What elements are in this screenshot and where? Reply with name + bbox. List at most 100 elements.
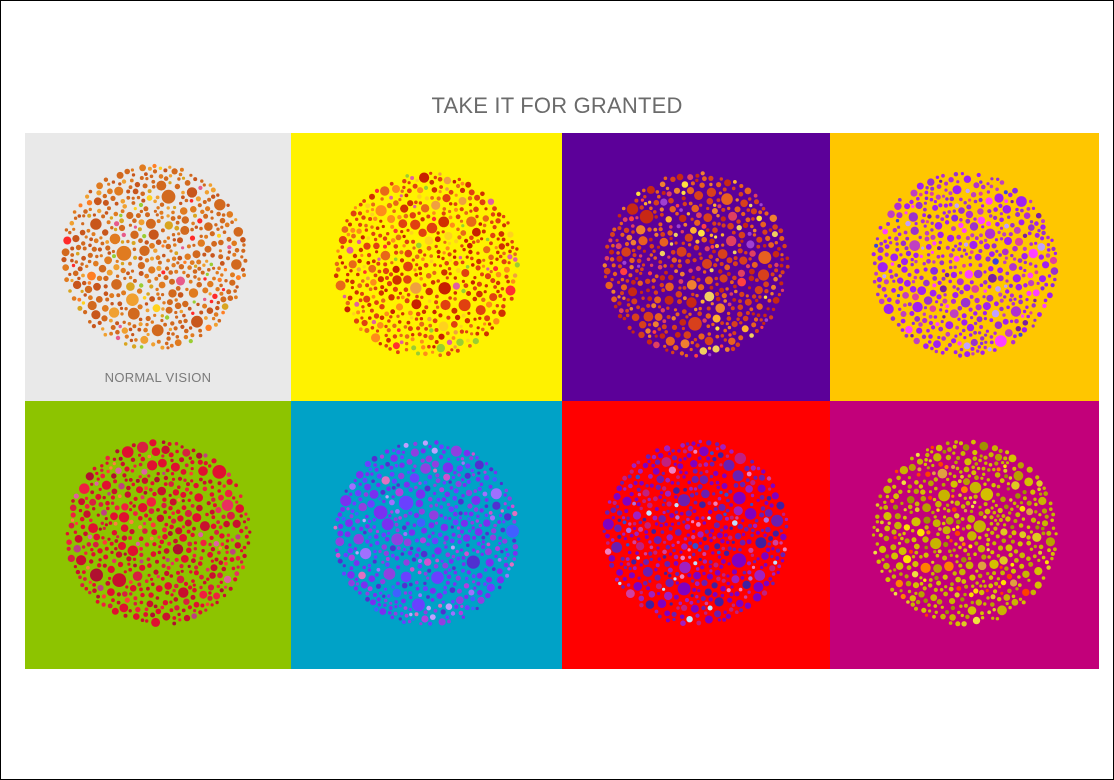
plate-dot [900, 311, 907, 317]
plate-dot [352, 312, 356, 316]
plate-dot [340, 495, 352, 507]
plate-dot [484, 315, 491, 322]
plate-dot [498, 293, 503, 298]
plate-dot [923, 201, 927, 205]
plate-dot [719, 463, 723, 467]
plate-dot [891, 529, 897, 535]
plate-dot [186, 244, 191, 249]
plate-dot [1022, 246, 1027, 251]
plate-dot [358, 202, 363, 207]
plate-dot [172, 238, 176, 242]
plate-dot [188, 339, 193, 344]
plate-dot [416, 547, 421, 552]
plate-dot [481, 544, 486, 550]
plate-dot [1041, 230, 1046, 236]
plate-dot [70, 518, 75, 522]
plate-dot [998, 292, 1003, 297]
plate-dot [924, 236, 930, 242]
plate-dot [367, 568, 372, 572]
plate-dot [456, 457, 460, 461]
plate-dot [188, 279, 193, 284]
plate-dot [403, 261, 413, 272]
plate-dot [501, 304, 506, 309]
plate-dot [396, 314, 400, 318]
plate-dot [370, 472, 374, 476]
plate-dot [717, 550, 721, 555]
plate-dot [1028, 248, 1038, 259]
plate-dot [686, 297, 697, 308]
plate-dot [167, 442, 172, 446]
plate-dot [874, 243, 879, 248]
plate-dot [677, 299, 682, 305]
plate-dot [413, 441, 418, 446]
plate-dot [972, 449, 978, 456]
plate-dot [163, 239, 167, 244]
plate-dot [992, 608, 996, 612]
plate-dot [417, 332, 422, 337]
plate-dot [229, 279, 236, 286]
plate-dot [165, 590, 170, 595]
plate-dot [335, 267, 341, 272]
plate-dot [940, 217, 945, 221]
plate-dot [364, 483, 371, 491]
plate-dot [115, 321, 120, 326]
plate-dot [991, 616, 995, 620]
plate-dot [930, 445, 934, 450]
plate-dot [726, 581, 730, 586]
plate-dot [434, 340, 439, 344]
plate-dot [239, 514, 243, 518]
plate-dot [234, 248, 240, 253]
plate-dot [494, 554, 498, 558]
plate-dot [743, 595, 748, 599]
plate-dot [878, 225, 883, 230]
plate-dot [423, 262, 429, 268]
plate-dot [160, 605, 165, 610]
plate-dot [674, 241, 678, 245]
plate-dot [663, 540, 667, 544]
plate-dot [126, 239, 130, 244]
plate-dot [772, 250, 780, 258]
plate-dot [174, 310, 178, 315]
plate-dot [713, 203, 717, 207]
plate-dot [948, 279, 952, 284]
plate-dot [87, 271, 96, 281]
plate-dot [934, 575, 939, 581]
plate-dot [515, 247, 519, 251]
plate-dot [197, 459, 203, 465]
plate-dot [395, 488, 404, 497]
plate-dot [916, 458, 924, 465]
plate-dot [731, 230, 736, 235]
plate-dot [204, 222, 213, 231]
plate-dot [103, 284, 108, 289]
plate-dot [627, 474, 632, 479]
plate-dot [961, 557, 967, 563]
plate-dot [458, 516, 462, 520]
plate-dot [648, 551, 653, 556]
plate-dot [878, 494, 883, 499]
plate-dot [120, 461, 126, 467]
plate-dot [659, 491, 664, 495]
plate-dot [985, 589, 989, 593]
plate-dot [199, 574, 204, 580]
plate-dot [931, 571, 935, 576]
plate-dot [146, 586, 150, 591]
plate-dot [500, 527, 506, 533]
plate-dot [661, 503, 665, 507]
plate-dot [412, 246, 416, 250]
plate-dot [935, 500, 942, 508]
plate-dot [998, 448, 1003, 454]
plate-dot [635, 216, 639, 220]
plate-dot [505, 573, 510, 578]
plate-dot [211, 515, 216, 520]
plate-dot [501, 259, 507, 265]
plate-dot [83, 577, 87, 581]
plate-dot [493, 470, 498, 475]
plate-dot [975, 599, 982, 606]
plate-dot [193, 601, 200, 608]
plate-dot [1016, 196, 1027, 207]
plate-dot [380, 186, 390, 196]
plate-dot [659, 282, 664, 288]
plate-dot [904, 333, 909, 338]
plate-dot [367, 500, 375, 508]
plate-dot [1001, 538, 1007, 544]
